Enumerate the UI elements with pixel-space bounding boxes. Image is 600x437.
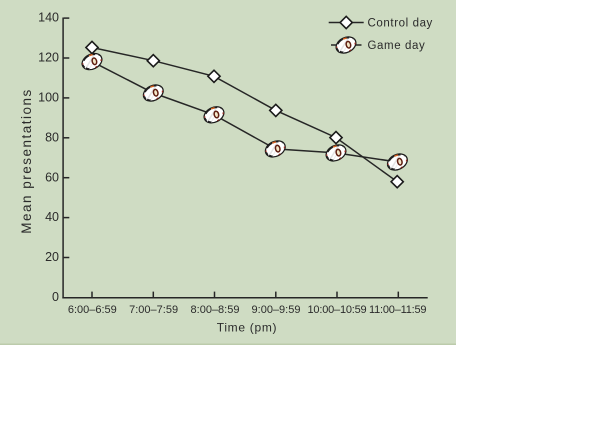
svg-text:Control day: Control day <box>368 18 433 30</box>
svg-text:120: 120 <box>38 51 59 65</box>
svg-text:100: 100 <box>38 91 59 105</box>
svg-text:7:00–7:59: 7:00–7:59 <box>129 304 178 316</box>
svg-text:20: 20 <box>45 250 59 264</box>
svg-text:40: 40 <box>45 210 59 224</box>
svg-text:80: 80 <box>45 130 59 144</box>
svg-text:6:00–6:59: 6:00–6:59 <box>68 304 117 316</box>
svg-text:8:00–8:59: 8:00–8:59 <box>191 304 240 316</box>
svg-text:11:00–11:59: 11:00–11:59 <box>369 304 426 316</box>
svg-text:10:00–10:59: 10:00–10:59 <box>308 304 367 316</box>
svg-text:60: 60 <box>45 170 59 184</box>
svg-text:Time (pm): Time (pm) <box>217 321 278 335</box>
svg-text:Mean presentations: Mean presentations <box>19 88 34 234</box>
svg-text:Game day: Game day <box>368 40 426 52</box>
svg-text:0: 0 <box>52 290 59 304</box>
svg-text:140: 140 <box>38 11 59 25</box>
svg-text:9:00–9:59: 9:00–9:59 <box>252 304 301 316</box>
